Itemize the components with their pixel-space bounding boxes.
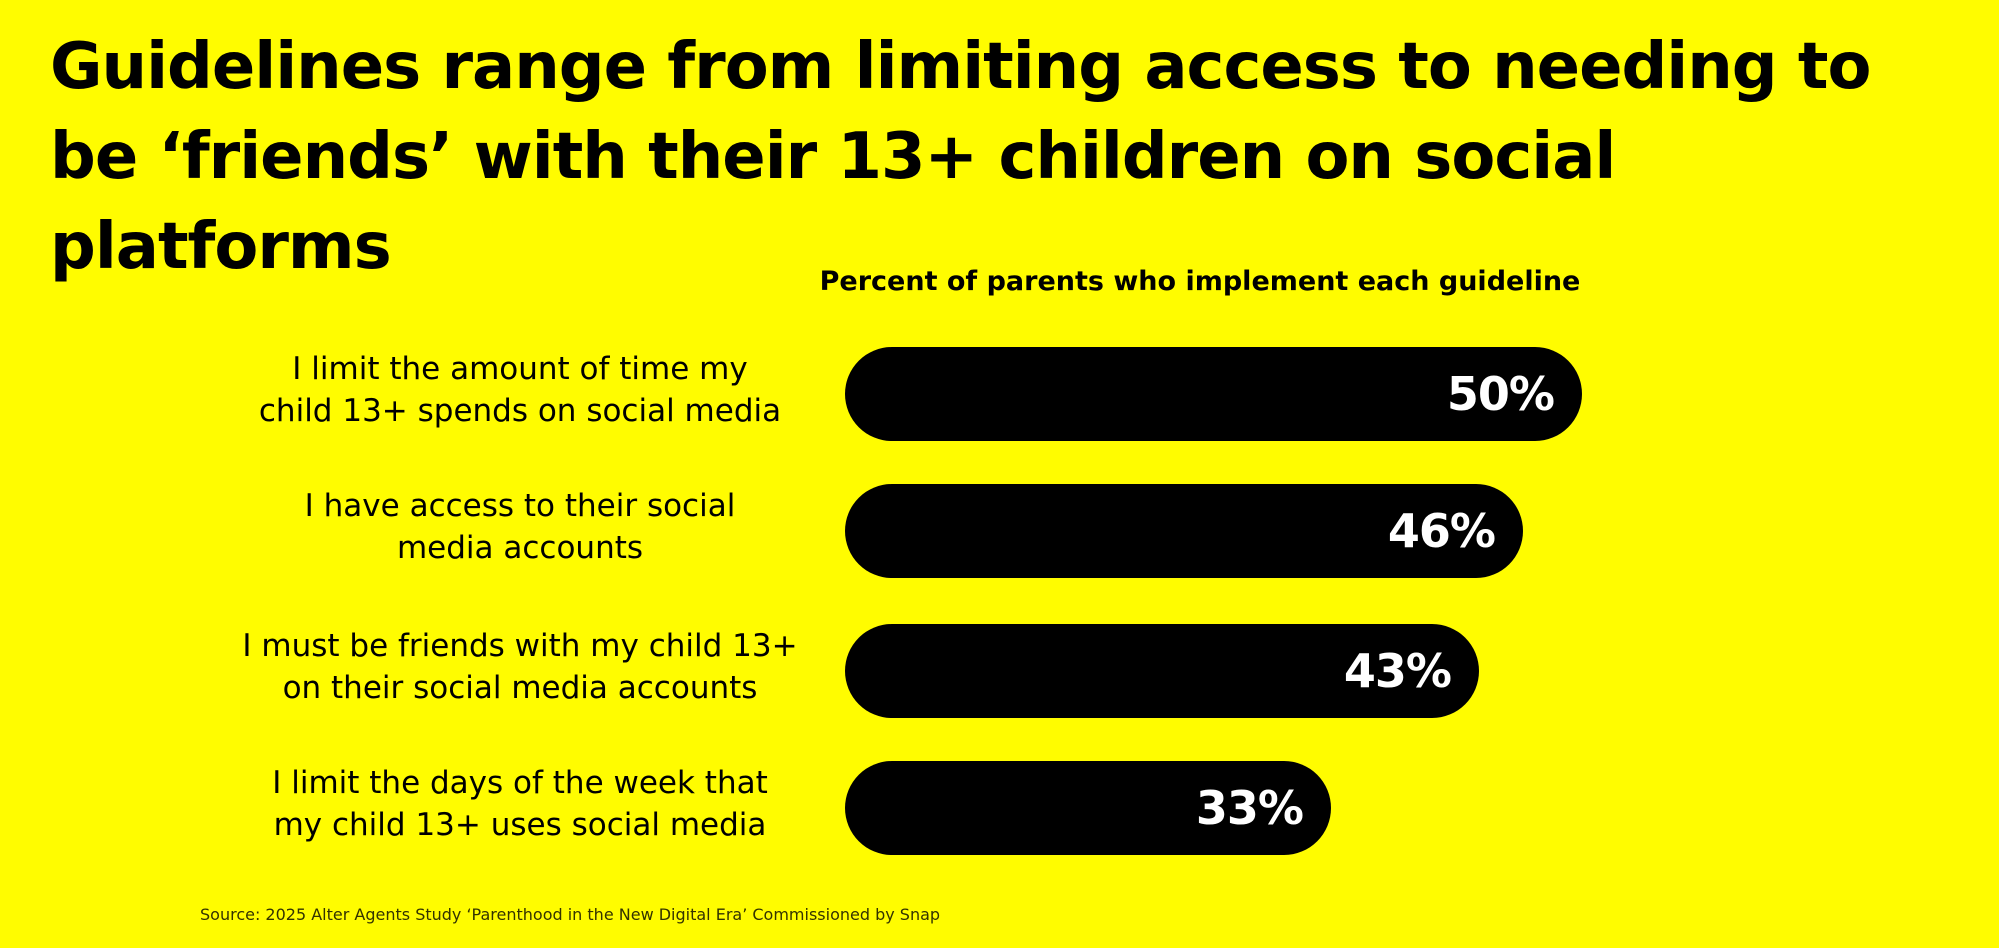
bar-value-label: 46% [1387, 504, 1496, 558]
bar: 43% [845, 624, 1479, 718]
chart-title: Guidelines range from limiting access to… [50, 30, 1871, 284]
category-label: I limit the days of the week that my chi… [272, 765, 768, 843]
bar-row: I must be friends with my child 13+ on t… [0, 617, 1999, 718]
category-label: I must be friends with my child 13+ on t… [242, 628, 798, 706]
category-label: I have access to their social media acco… [304, 488, 736, 566]
bar: 33% [845, 761, 1331, 855]
bar-value-label: 50% [1446, 367, 1555, 421]
bar-row: I have access to their social media acco… [0, 477, 1999, 578]
bar-row: I limit the days of the week that my chi… [0, 754, 1999, 855]
bar: 46% [845, 484, 1523, 578]
bar-row: I limit the amount of time my child 13+ … [0, 340, 1999, 441]
source-note: Source: 2025 Alter Agents Study ‘Parenth… [200, 905, 941, 924]
category-label: I limit the amount of time my child 13+ … [258, 351, 782, 429]
bar-value-label: 43% [1343, 644, 1452, 698]
chart-subtitle: Percent of parents who implement each gu… [819, 266, 1581, 297]
bar: 50% [845, 347, 1582, 441]
bar-value-label: 33% [1195, 781, 1304, 835]
